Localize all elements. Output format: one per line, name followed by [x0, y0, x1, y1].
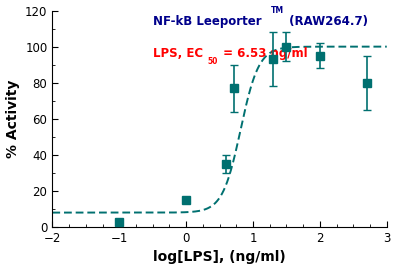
- Text: LPS, EC: LPS, EC: [153, 47, 203, 60]
- Text: 50: 50: [207, 57, 218, 66]
- Text: TM: TM: [271, 6, 284, 15]
- Y-axis label: % Activity: % Activity: [6, 80, 19, 158]
- Text: = 6.53 ng/ml: = 6.53 ng/ml: [219, 47, 307, 60]
- Text: (RAW264.7): (RAW264.7): [286, 15, 368, 28]
- Text: NF-kB Leeporter: NF-kB Leeporter: [153, 15, 261, 28]
- X-axis label: log[LPS], (ng/ml): log[LPS], (ng/ml): [153, 251, 286, 264]
